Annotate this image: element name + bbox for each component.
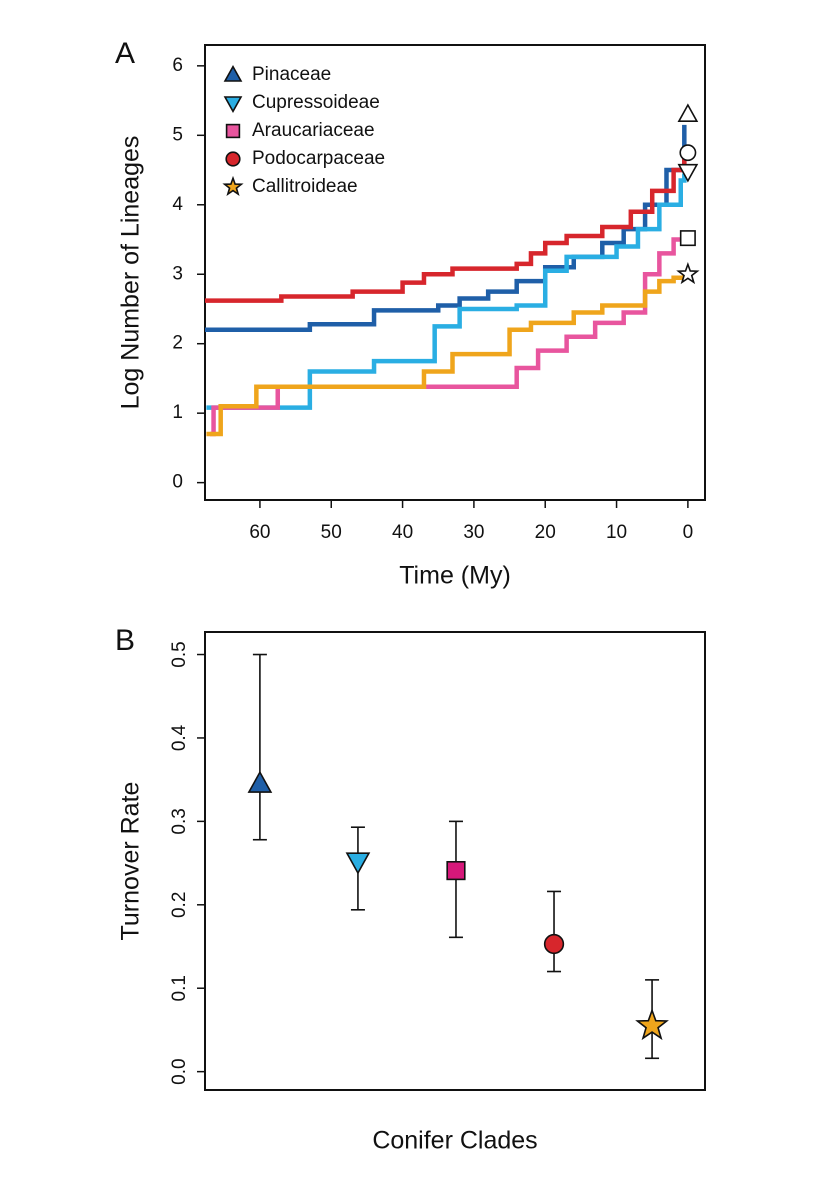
point [247, 770, 273, 793]
y-tick-label: 0.5 [169, 641, 190, 667]
end-marker [679, 230, 696, 247]
y-axis-title: Log Number of Lineages [117, 136, 145, 410]
y-tick-label: 0.4 [169, 724, 190, 751]
legend-marker [222, 175, 244, 197]
point [446, 860, 466, 881]
panel-label: B [115, 624, 135, 657]
legend-label: Podocarpaceae [252, 148, 385, 169]
legend-label: Araucariaceae [252, 120, 375, 141]
lineage-line [206, 173, 687, 410]
end-marker [677, 163, 699, 183]
y-tick-label: 3 [172, 263, 183, 284]
plot-frame [204, 44, 706, 501]
lineage-line [209, 236, 687, 437]
y-axis-title: Turnover Rate [117, 782, 145, 941]
x-axis-title: Time (My) [399, 562, 511, 590]
legend-label: Cupressoideae [252, 92, 380, 113]
end-marker [679, 144, 697, 162]
x-tick-label: 30 [463, 522, 484, 543]
legend-marker [225, 151, 241, 167]
x-axis-title: Conifer Clades [372, 1127, 537, 1155]
point [543, 933, 565, 955]
lineage-line [206, 274, 687, 437]
y-tick-label: 1 [172, 402, 183, 423]
x-tick-label: 40 [392, 522, 413, 543]
x-tick-label: 0 [683, 522, 694, 543]
legend-label: Callitroideae [252, 176, 358, 197]
end-marker [676, 261, 700, 285]
plot-frame [204, 631, 706, 1091]
lineage-line [205, 154, 687, 303]
panel-label: A [115, 37, 135, 70]
legend-label: Pinaceae [252, 64, 331, 85]
x-tick-label: 10 [606, 522, 627, 543]
point [345, 852, 371, 875]
x-tick-label: 50 [321, 522, 342, 543]
y-tick-label: 0.0 [169, 1058, 190, 1084]
y-tick-label: 0.3 [169, 808, 190, 834]
y-tick-label: 4 [172, 194, 183, 215]
y-tick-label: 2 [172, 333, 183, 354]
y-tick-label: 6 [172, 55, 183, 76]
y-tick-label: 0.1 [169, 975, 190, 1001]
y-tick-label: 0 [172, 472, 183, 493]
end-marker [677, 103, 699, 123]
point [635, 1007, 669, 1041]
y-tick-label: 0.2 [169, 892, 190, 918]
legend-marker [225, 123, 241, 139]
legend-marker [223, 64, 243, 82]
legend-marker [223, 96, 243, 114]
x-tick-label: 20 [535, 522, 556, 543]
y-tick-label: 5 [172, 124, 183, 145]
x-tick-label: 60 [249, 522, 270, 543]
